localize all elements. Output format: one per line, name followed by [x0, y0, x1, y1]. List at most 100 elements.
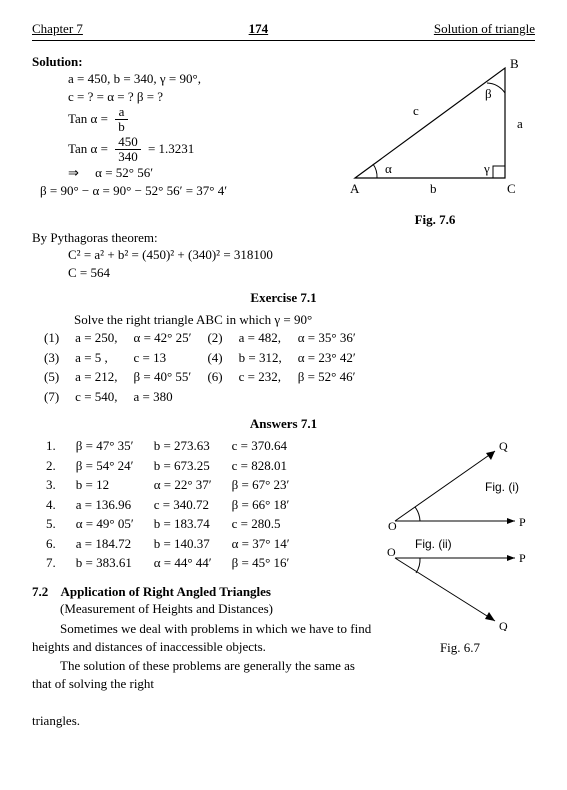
- answer-cell: α = 37° 14′: [222, 534, 300, 554]
- pythagoras-header: By Pythagoras theorem:: [32, 229, 535, 247]
- exercise-cell: (6): [199, 367, 230, 387]
- pythagoras-line: C² = a² + b² = (450)² + (340)² = 318100: [68, 246, 535, 264]
- header-left: Chapter 7: [32, 20, 83, 38]
- exercise-cell: (7): [36, 387, 67, 407]
- section-num: 7.2: [32, 584, 48, 599]
- alpha-result-line: ⇒ α = 52° 56′: [68, 164, 325, 182]
- exercise-cell: α = 23° 42′: [290, 348, 364, 368]
- tan1-lhs: Tan α =: [68, 111, 111, 126]
- exercise-cell: (3): [36, 348, 67, 368]
- section-body: (Measurement of Heights and Distances) S…: [32, 600, 375, 692]
- answers-table: 1.β = 47° 35′b = 273.63c = 370.64 2.β = 5…: [36, 436, 300, 573]
- solution-line2: c = ? = α = ? β = ?: [68, 88, 325, 106]
- section-sub: (Measurement of Heights and Distances): [32, 600, 375, 618]
- section-heading: 7.2 Application of Right Angled Triangle…: [32, 583, 375, 601]
- answer-cell: β = 45° 16′: [222, 553, 300, 573]
- c-value-line: C = 564: [68, 264, 535, 282]
- answer-cell: 3.: [36, 475, 66, 495]
- section-p1: Sometimes we deal with problems in which…: [32, 620, 375, 655]
- exercise-cell: (1): [36, 328, 67, 348]
- answer-cell: 4.: [36, 495, 66, 515]
- exercise-cell: α = 42° 25′: [126, 328, 200, 348]
- tan1-den: b: [115, 120, 128, 134]
- solution-line1: a = 450, b = 340, γ = 90°,: [68, 70, 325, 88]
- answers-title: Answers 7.1: [32, 415, 535, 433]
- answer-cell: β = 67° 23′: [222, 475, 300, 495]
- section-p2: The solution of these problems are gener…: [32, 657, 375, 692]
- fig-i-svg: Fig. (i) O P Q: [385, 436, 535, 531]
- answer-cell: β = 47° 35′: [66, 436, 144, 456]
- solution-title: Solution:: [32, 53, 325, 71]
- exercise-cell: c = 232,: [231, 367, 290, 387]
- header-center: 174: [249, 20, 269, 38]
- answer-cell: 2.: [36, 456, 66, 476]
- page-header: Chapter 7 174 Solution of triangle: [32, 20, 535, 41]
- answer-cell: a = 184.72: [66, 534, 144, 554]
- fig67-caption: Fig. 6.7: [385, 639, 535, 657]
- exercise-cell: a = 5 ,: [67, 348, 125, 368]
- label-gamma: γ: [483, 161, 490, 176]
- answer-cell: b = 273.63: [144, 436, 222, 456]
- label-C: C: [507, 181, 516, 196]
- answer-cell: c = 370.64: [222, 436, 300, 456]
- exercise-cell: a = 380: [126, 387, 200, 407]
- fig-ii-O: O: [387, 545, 396, 559]
- answer-cell: β = 66° 18′: [222, 495, 300, 515]
- header-right: Solution of triangle: [434, 20, 535, 38]
- answer-cell: α = 44° 44′: [144, 553, 222, 573]
- exercise-cell: b = 312,: [231, 348, 290, 368]
- exercise-cell: a = 212,: [67, 367, 125, 387]
- answer-cell: c = 280.5: [222, 514, 300, 534]
- fig-ii-Q: Q: [499, 619, 508, 631]
- answer-cell: b = 140.37: [144, 534, 222, 554]
- answer-cell: 6.: [36, 534, 66, 554]
- answer-cell: 1.: [36, 436, 66, 456]
- solution-block: Solution: a = 450, b = 340, γ = 90°, c =…: [32, 53, 325, 200]
- exercise-cell: c = 540,: [67, 387, 125, 407]
- figure-7-6: A B C a b c α β γ Fig. 7.6: [335, 53, 535, 229]
- answer-cell: b = 383.61: [66, 553, 144, 573]
- trailing-word: triangles.: [32, 712, 535, 730]
- exercise-cell: β = 52° 46′: [290, 367, 364, 387]
- figure-6-7: Fig. (i) O P Q Fig. (ii) O P Q: [385, 436, 535, 657]
- triangle-svg: A B C a b c α β γ: [335, 53, 535, 203]
- fig-i-O: O: [388, 519, 397, 531]
- exercise-cell: [231, 387, 290, 407]
- answer-cell: b = 673.25: [144, 456, 222, 476]
- exercise-cell: [290, 387, 364, 407]
- tan2-rhs: = 1.3231: [148, 141, 194, 156]
- alpha-result: α = 52° 56′: [95, 165, 153, 180]
- exercise-cell: (2): [199, 328, 230, 348]
- answer-cell: c = 340.72: [144, 495, 222, 515]
- tan2-lhs: Tan α =: [68, 141, 111, 156]
- answer-cell: b = 12: [66, 475, 144, 495]
- exercise-cell: α = 35° 36′: [290, 328, 364, 348]
- exercise-cell: (4): [199, 348, 230, 368]
- exercise-cell: a = 250,: [67, 328, 125, 348]
- fig76-caption: Fig. 7.6: [335, 211, 535, 229]
- exercise-intro: Solve the right triangle ABC in which γ …: [74, 311, 535, 329]
- fig-i-label: Fig. (i): [485, 480, 519, 494]
- answer-cell: a = 136.96: [66, 495, 144, 515]
- arrow: ⇒: [68, 165, 79, 180]
- exercise-cell: [199, 387, 230, 407]
- tan2-den: 340: [115, 150, 141, 164]
- tan1-num: a: [115, 105, 128, 120]
- fig-i-Q: Q: [499, 439, 508, 453]
- label-a: a: [517, 116, 523, 131]
- section-title: Application of Right Angled Triangles: [61, 584, 271, 599]
- label-B: B: [510, 56, 519, 71]
- fig-ii-svg: Fig. (ii) O P Q: [385, 536, 535, 631]
- exercise-cell: β = 40° 55′: [126, 367, 200, 387]
- tan-eq-1: Tan α = ab: [68, 105, 325, 135]
- exercise-title: Exercise 7.1: [32, 289, 535, 307]
- answer-cell: 7.: [36, 553, 66, 573]
- label-b: b: [430, 181, 437, 196]
- exercise-table: (1)a = 250,α = 42° 25′(2)a = 482,α = 35°…: [36, 328, 364, 406]
- answer-cell: β = 54° 24′: [66, 456, 144, 476]
- label-c: c: [413, 103, 419, 118]
- tan2-num: 450: [115, 135, 141, 150]
- fig-ii-P: P: [519, 551, 526, 565]
- answer-cell: α = 22° 37′: [144, 475, 222, 495]
- answer-cell: c = 828.01: [222, 456, 300, 476]
